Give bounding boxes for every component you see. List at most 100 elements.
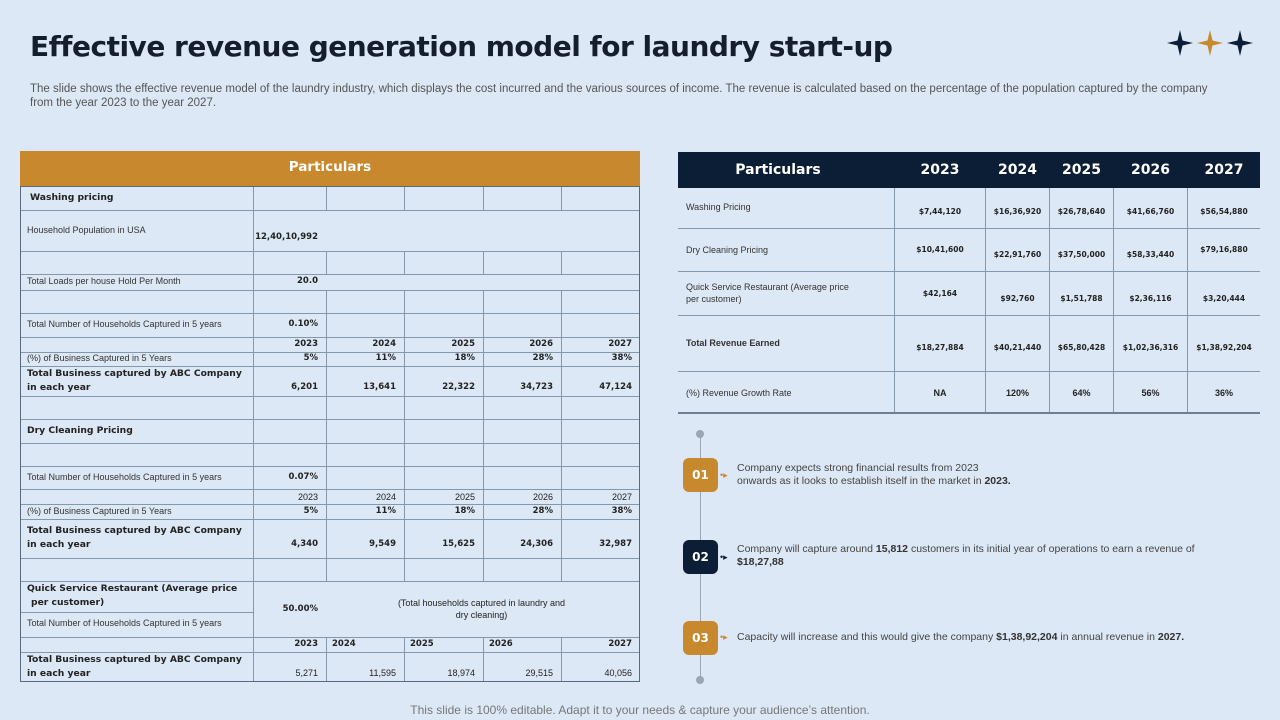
loads-label: Total Loads per house Hold Per Month [27,276,181,286]
left-table-grid [20,186,640,682]
right-table-header-particulars: Particulars [735,162,821,178]
timeline-badge-03: 03 [683,621,718,655]
right-row-cell: $65,80,428 [1057,343,1106,352]
washing-total-business-cell: 47,124 [599,382,632,392]
washing-business-captured-cell: 11% [375,353,396,363]
qsr-total-business-label: Total Business captured by ABC Company [27,654,242,665]
right-row-cell: $2,36,116 [1129,294,1172,303]
right-row-cell: $40,21,440 [993,343,1042,352]
dry-households-captured-value: 0.07% [288,472,319,482]
qsr-percent-value: 50.00% [282,604,318,614]
timeline-end-dot [696,676,704,684]
right-row-cell: $18,27,884 [916,343,964,352]
right-row-cell: $16,36,920 [993,207,1042,216]
timeline-start-dot [696,430,704,438]
washing-business-captured-cell: 28% [532,353,553,363]
right-row-cell: $26,78,640 [1057,207,1106,216]
qsr-households-captured-label: Total Number of Households Captured in 5… [27,618,222,628]
qsr-year: 2024 [332,639,356,649]
qsr-year: 2025 [410,639,434,649]
dry-year: 2023 [297,492,318,502]
washing-section-label: Washing pricing [30,192,114,203]
washing-total-business-cell: 22,322 [442,382,475,392]
qsr-year: 2027 [608,639,632,649]
dry-total-business-label: Total Business captured by ABC Company [27,525,242,536]
right-row-cell: $3,20,444 [1202,294,1246,303]
right-row-cell: $92,760 [1000,294,1035,303]
dry-total-business-cell: 15,625 [442,539,475,549]
dry-year: 2024 [375,492,396,502]
washing-total-business-label: Total Business captured by ABC Company [27,368,242,379]
right-row-label: Washing Pricing [686,202,751,212]
washing-year: 2027 [608,339,632,349]
dry-cleaning-section-label: Dry Cleaning Pricing [27,425,133,436]
washing-year: 2023 [294,339,318,349]
right-row-label: Quick Service Restaurant (Average price [686,282,849,292]
right-row-cell: NA [933,388,947,398]
arrow-right-icon: •▸ [720,552,728,562]
stars-decoration-icon [1167,30,1253,56]
right-row-cell: 56% [1141,388,1160,398]
right-table-header-year: 2025 [1062,162,1101,178]
right-row-cell: $1,51,788 [1060,294,1103,303]
washing-business-captured-cell: 5% [303,353,318,363]
washing-year: 2025 [451,339,475,349]
dry-business-captured-cell: 38% [611,506,632,516]
dry-year: 2025 [454,492,475,502]
right-row-cell: $10,41,600 [916,245,964,254]
right-row-cell: 36% [1214,388,1233,398]
washing-total-business-label: in each year [27,382,91,393]
qsr-total-business-cell: 40,056 [604,668,632,678]
right-row-cell: $1,38,92,204 [1196,343,1252,352]
right-row-cell: 64% [1072,388,1091,398]
qsr-section-label: per customer) [31,597,105,608]
right-row-cell: $41,66,760 [1126,207,1175,216]
timeline-text-03: Capacity will increase and this would gi… [737,631,1185,643]
left-table-header: Particulars [20,151,640,186]
dry-total-business-cell: 4,340 [291,539,318,549]
dry-business-captured-cell: 18% [454,506,475,516]
qsr-year: 2026 [489,639,513,649]
qsr-total-business-cell: 5,271 [295,668,318,678]
dry-business-captured-cell: 11% [375,506,396,516]
washing-year: 2024 [372,339,396,349]
slide-description: The slide shows the effective revenue mo… [30,83,1208,109]
washing-total-business-cell: 34,723 [520,382,553,392]
right-row-label: (%) Revenue Growth Rate [686,388,792,398]
right-row-cell: $79,16,880 [1200,245,1248,254]
revenue-summary-table: Particulars 2023 2024 2025 2026 2027 Was… [678,152,1260,414]
dry-total-business-cell: 32,987 [599,539,632,549]
timeline-badge-01: 01 [683,458,718,492]
washing-business-captured-cell: 18% [454,353,475,363]
household-population-label: Household Population in USA [27,225,146,235]
timeline-badge-02: 02 [683,540,718,574]
washing-year: 2026 [529,339,553,349]
page-title: Effective revenue generation model for l… [30,30,893,63]
dry-year: 2026 [532,492,553,502]
right-row-cell: $37,50,000 [1057,250,1106,259]
dry-business-captured-label: (%) of Business Captured in 5 Years [27,506,172,516]
dry-households-captured-label: Total Number of Households Captured in 5… [27,472,222,482]
qsr-note: dry cleaning) [455,610,508,620]
timeline-text-02: Company will capture around 15,812 custo… [737,543,1195,568]
right-table-header-row: Particulars 2023 2024 2025 2026 2027 [678,152,1260,188]
household-population-value: 12,40,10,992 [255,232,318,242]
dry-total-business-cell: 9,549 [369,539,396,549]
right-row-label: per customer) [686,294,742,304]
right-row-cell: $42,164 [922,289,958,298]
dry-total-business-label: in each year [27,539,91,550]
loads-value: 20.0 [297,276,318,286]
households-captured-label: Total Number of Households Captured in 5… [27,319,222,329]
right-table-body [678,188,1260,414]
households-captured-value: 0.10% [288,319,319,329]
right-table-header-year: 2024 [998,162,1037,178]
washing-total-business-cell: 6,201 [291,382,318,392]
right-row-cell: $22,91,760 [993,250,1042,259]
dry-business-captured-cell: 28% [532,506,553,516]
dry-total-business-cell: 24,306 [520,539,553,549]
dry-year: 2027 [611,492,632,502]
qsr-total-business-cell: 11,595 [369,668,396,678]
right-row-label: Total Revenue Earned [686,338,780,348]
right-row-cell: $58,33,440 [1126,250,1175,259]
dry-business-captured-cell: 5% [303,506,318,516]
